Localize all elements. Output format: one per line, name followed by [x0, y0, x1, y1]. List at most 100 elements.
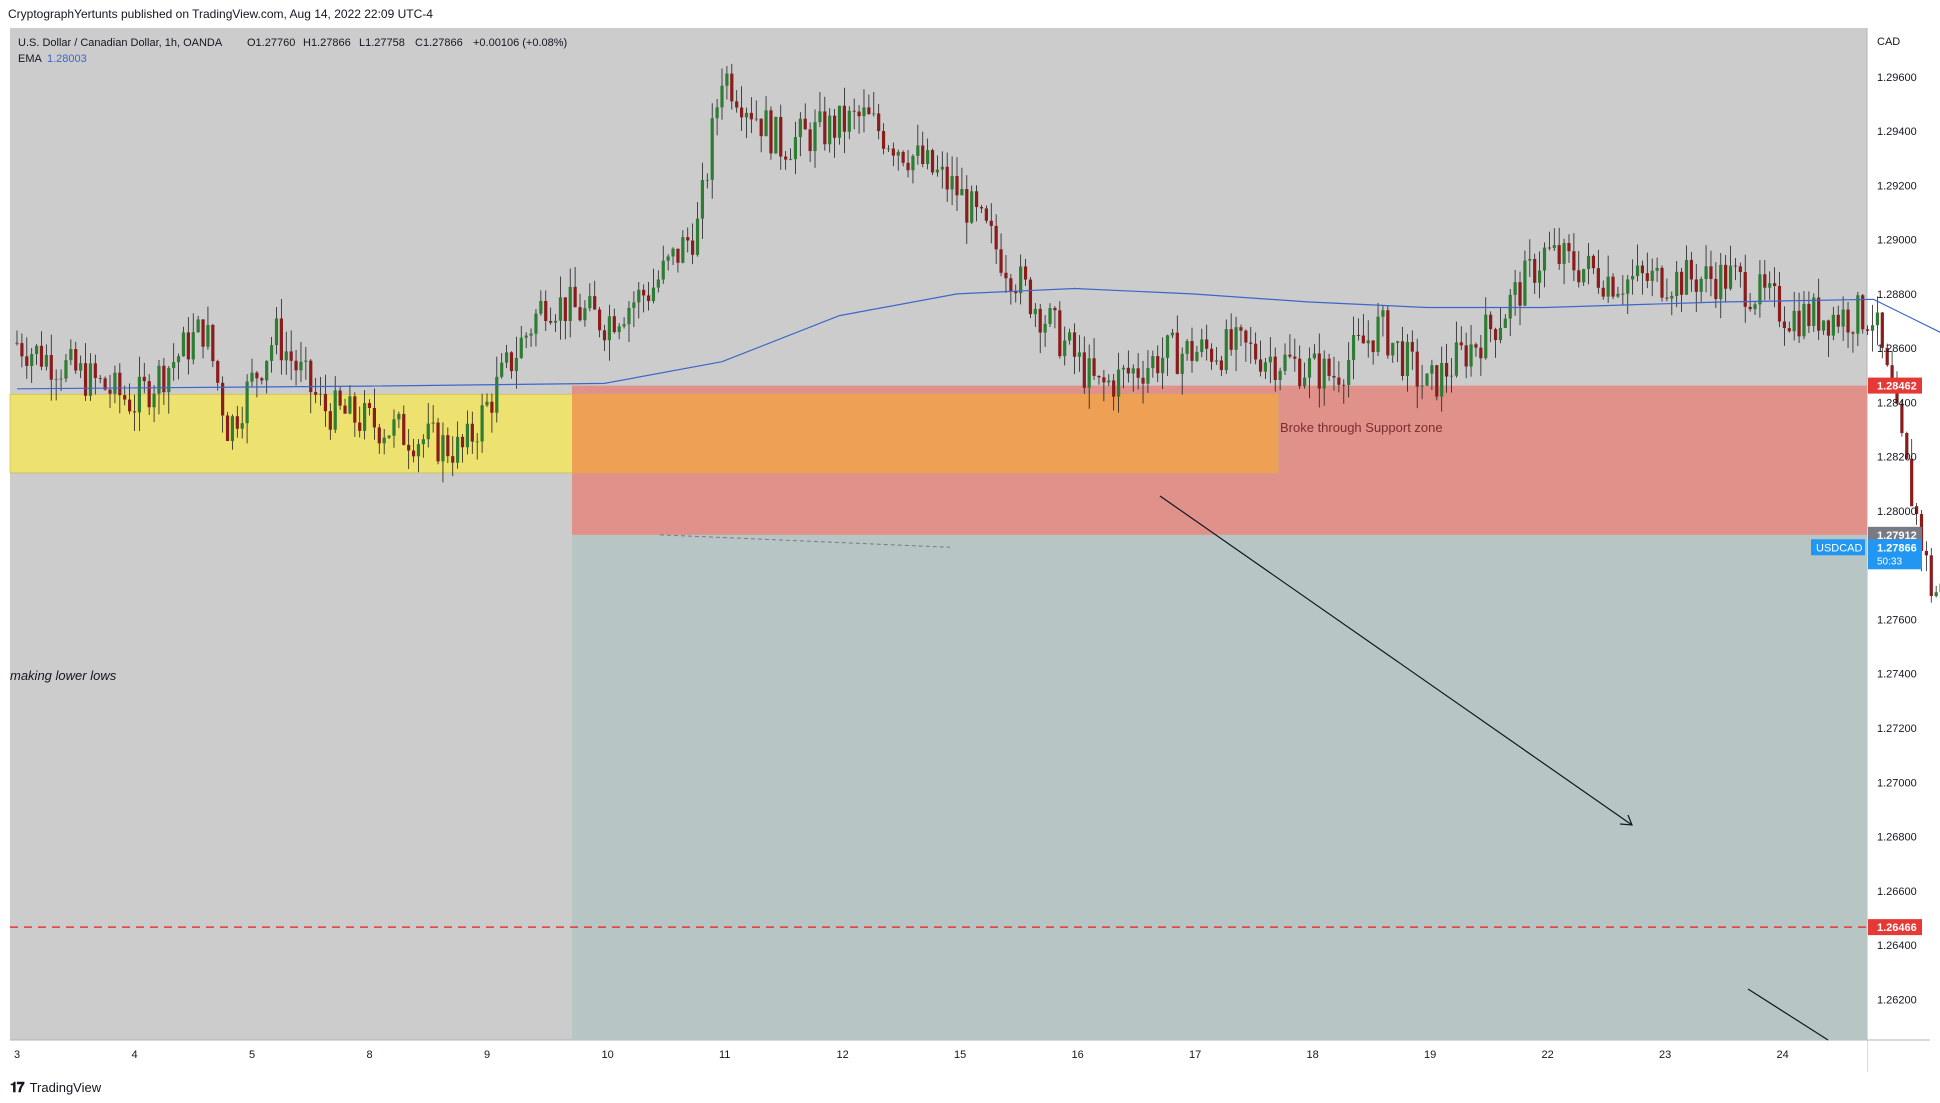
candle-body [519, 337, 523, 358]
candle-body [358, 422, 362, 431]
candle-body [1337, 377, 1341, 385]
candle-body [788, 159, 793, 160]
legend-symbol[interactable]: U.S. Dollar / Canadian Dollar, 1h, OANDA [18, 37, 223, 49]
candle-body [1870, 325, 1875, 331]
candle-body [1053, 307, 1057, 311]
candle-body [1303, 377, 1307, 387]
candle-body [847, 110, 851, 132]
candle-body [1249, 342, 1253, 344]
candle-body [529, 333, 533, 336]
footer-brand[interactable]: TradingView [29, 1080, 102, 1095]
candle-body [563, 297, 567, 321]
candle-body [314, 392, 318, 395]
candle-body [1219, 360, 1223, 371]
price-tick: 1.27400 [1877, 669, 1917, 681]
candle-body [1929, 555, 1933, 597]
candle-body [328, 411, 332, 430]
candle-body [676, 248, 680, 263]
candle-body [999, 249, 1003, 273]
candle-body [221, 382, 225, 416]
candle-body [553, 320, 558, 323]
candle-body [549, 321, 553, 323]
candle-body [671, 248, 675, 257]
candle-body [1058, 310, 1062, 357]
candle-body [1224, 329, 1228, 371]
candle-body [1606, 276, 1610, 297]
candle-body [1435, 365, 1439, 397]
candle-body [1733, 265, 1738, 267]
candle-body [1596, 268, 1600, 288]
candle-body [1782, 321, 1786, 329]
candle-body [1846, 309, 1850, 333]
candle-body [1063, 340, 1067, 357]
candle-body [940, 166, 944, 170]
candle-body [1547, 247, 1551, 249]
candle-body [818, 111, 822, 123]
candle-body [397, 413, 401, 420]
candle-body [279, 318, 283, 361]
zone-annotation[interactable]: Broke through Support zone [1280, 420, 1443, 435]
candle-body [1019, 266, 1023, 294]
candle-body [1102, 377, 1106, 383]
candle-body [338, 390, 342, 406]
candle-body [813, 122, 817, 152]
tradingview-logo-icon[interactable]: 𝟏𝟕 [10, 1079, 25, 1095]
second-arrow[interactable] [1747, 988, 1829, 1041]
candle-body [34, 345, 39, 355]
candle-body [1660, 267, 1664, 298]
candle-body [509, 352, 514, 372]
candle-body [1459, 342, 1463, 346]
candle-body [103, 378, 107, 390]
candle-body [1498, 327, 1503, 341]
candle-body [363, 403, 367, 431]
candle-body [1195, 351, 1199, 361]
candle-body [984, 208, 988, 221]
candle-body [1777, 286, 1782, 322]
candle-body [407, 444, 411, 451]
candle-body [514, 357, 518, 372]
candle-body [64, 360, 68, 379]
support-zone-overlap [572, 394, 1278, 473]
candle-body [1112, 380, 1116, 397]
candle-body [1258, 359, 1263, 372]
entry-price-tag [1868, 526, 1922, 543]
time-axis[interactable] [10, 1040, 1867, 1072]
candle-body [1484, 314, 1488, 359]
candle-body [1621, 293, 1625, 295]
candle-body [1538, 270, 1542, 283]
candle-body [426, 423, 430, 440]
legend-ema-label[interactable]: EMA [18, 53, 43, 65]
candle-body [1635, 265, 1640, 277]
candle-body [833, 115, 837, 138]
publisher-header: CryptographYertunts published on Trading… [0, 0, 1940, 28]
candle-body [1082, 352, 1086, 388]
symbol-tag-label: USDCAD [1816, 542, 1863, 554]
candle-body [475, 441, 479, 443]
date-tick: 23 [1659, 1049, 1671, 1061]
price-tick-labels: 1.29600 1.29400 1.29200 1.29000 1.28800 1.286… [1877, 72, 1917, 1006]
candle-body [1802, 303, 1806, 337]
candle-body [309, 360, 313, 393]
candle-body [1396, 341, 1400, 343]
legend-change: +0.00106 (+0.08%) [473, 37, 567, 49]
lower-lows-annotation[interactable]: making lower lows [10, 668, 117, 683]
candle-body [1743, 272, 1747, 307]
candle-body [1489, 314, 1493, 330]
candle-body [108, 389, 112, 394]
projection-arrow[interactable] [1159, 495, 1633, 826]
candle-body [725, 73, 729, 86]
candle-body [881, 131, 886, 149]
candle-body [1278, 370, 1282, 380]
candle-body [803, 118, 807, 130]
target-zone[interactable] [572, 534, 1867, 1040]
candle-body [456, 436, 460, 463]
candle-body [916, 145, 920, 157]
candle-body [1200, 339, 1204, 352]
candle-body [216, 361, 220, 383]
candle-body [15, 342, 19, 344]
candle-body [930, 150, 935, 173]
candle-body [1645, 273, 1649, 281]
candle-body [1493, 329, 1498, 341]
candle-body [1679, 271, 1684, 295]
